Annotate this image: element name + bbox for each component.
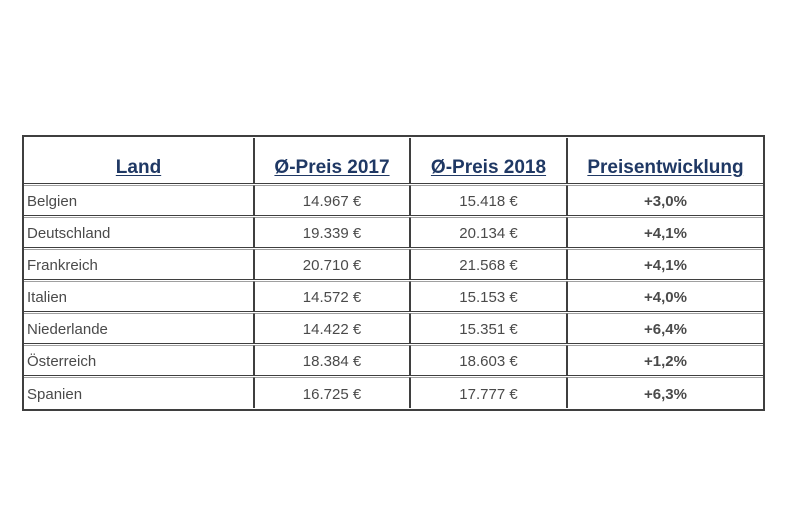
table-row: Spanien 16.725 €17.777 € +6,3% [24, 377, 763, 408]
cell-p2018: 15.418 € [410, 185, 567, 216]
column-header-preis-2017: Ø-Preis 2017 [254, 138, 410, 184]
cell-dev: +3,0% [567, 185, 763, 216]
cell-land: Italien [24, 281, 254, 312]
cell-land: Belgien [24, 185, 254, 216]
table-row: Frankreich 20.710 €21.568 € +4,1% [24, 249, 763, 280]
cell-dev: +4,1% [567, 249, 763, 280]
cell-p2018: 18.603 € [410, 345, 567, 376]
cell-land: Frankreich [24, 249, 254, 280]
table-body: Belgien 14.967 €15.418 € +3,0% Deutschland 1… [24, 185, 763, 408]
table-row: Deutschland 19.339 €20.134 € +4,1% [24, 217, 763, 248]
cell-p2017: 14.967 € [254, 185, 410, 216]
cell-dev: +6,4% [567, 313, 763, 344]
cell-p2017: 16.725 € [254, 377, 410, 408]
cell-dev: +4,0% [567, 281, 763, 312]
cell-p2017: 14.572 € [254, 281, 410, 312]
table-row: Italien 14.572 €15.153 € +4,0% [24, 281, 763, 312]
cell-p2017: 18.384 € [254, 345, 410, 376]
table-row: Belgien 14.967 €15.418 € +3,0% [24, 185, 763, 216]
cell-dev: +1,2% [567, 345, 763, 376]
cell-land: Niederlande [24, 313, 254, 344]
cell-p2017: 19.339 € [254, 217, 410, 248]
cell-p2018: 15.153 € [410, 281, 567, 312]
cell-p2017: 20.710 € [254, 249, 410, 280]
cell-land: Österreich [24, 345, 254, 376]
cell-p2018: 20.134 € [410, 217, 567, 248]
column-header-preisentwicklung: Preisentwicklung [567, 138, 763, 184]
column-header-land: Land [24, 138, 254, 184]
cell-p2018: 15.351 € [410, 313, 567, 344]
cell-land: Spanien [24, 377, 254, 408]
price-table: Land Ø-Preis 2017 Ø-Preis 2018 Preisentw… [22, 135, 765, 411]
cell-dev: +4,1% [567, 217, 763, 248]
table-row: Niederlande 14.422 €15.351 € +6,4% [24, 313, 763, 344]
cell-dev: +6,3% [567, 377, 763, 408]
table-row: Österreich 18.384 €18.603 € +1,2% [24, 345, 763, 376]
column-header-preis-2018: Ø-Preis 2018 [410, 138, 567, 184]
cell-p2017: 14.422 € [254, 313, 410, 344]
table-header-row: Land Ø-Preis 2017 Ø-Preis 2018 Preisentw… [24, 138, 763, 184]
cell-p2018: 21.568 € [410, 249, 567, 280]
cell-p2018: 17.777 € [410, 377, 567, 408]
cell-land: Deutschland [24, 217, 254, 248]
